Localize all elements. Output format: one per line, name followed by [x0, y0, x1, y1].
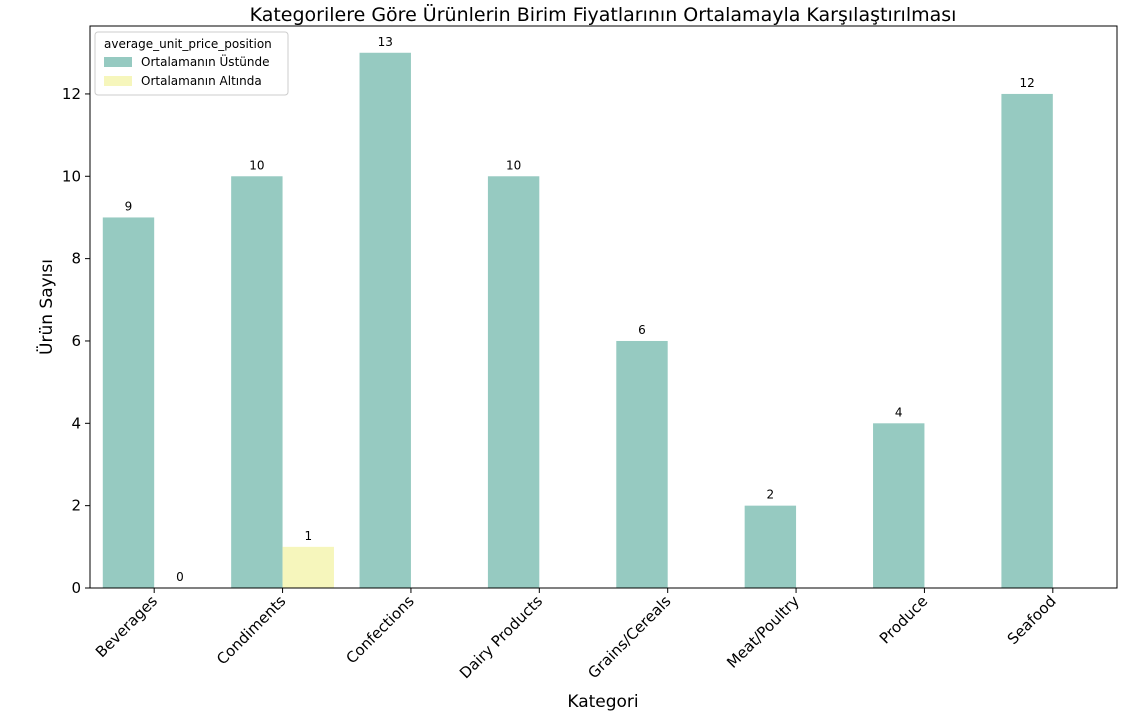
y-axis: 0 2 4 6 8 10 12 [62, 85, 90, 597]
x-tick-label-8: Seafood [1004, 592, 1060, 648]
x-tick-label-7: Produce [876, 592, 931, 647]
bar-1-5 [616, 340, 668, 588]
y-axis-label: Ürün Sayısı [35, 259, 57, 355]
data-labels-layer: 9 0 10 1 13 10 6 2 4 12 [125, 35, 1035, 584]
plot-frame [89, 25, 1118, 589]
legend-label-2: Ortalamanın Altında [141, 74, 262, 88]
x-axis-label: Kategori [567, 692, 638, 712]
x-tick-label-2: Condiments [213, 592, 289, 668]
data-label-1-6: 2 [767, 488, 775, 502]
x-tick-label-6: Meat/Poultry [723, 592, 803, 672]
bar-1-3 [359, 52, 411, 589]
bar-1-1 [102, 217, 155, 588]
bar-1-4 [487, 176, 540, 588]
y-tick-label-1: 0 [71, 579, 81, 597]
legend-swatch-1 [104, 57, 132, 67]
y-tick-label-2: 2 [71, 497, 81, 515]
y-tick-label-5: 8 [71, 250, 81, 268]
y-tick-label-6: 10 [62, 167, 81, 185]
y-tick-label-7: 12 [62, 85, 81, 103]
bar-1-6 [744, 505, 797, 588]
x-tick-label-4: Dairy Products [456, 592, 546, 682]
legend-swatch-2 [104, 76, 132, 86]
bar-1-2 [231, 176, 283, 588]
data-label-1-1: 9 [125, 199, 133, 213]
bar-1-8 [1001, 93, 1053, 588]
data-label-1-2: 10 [249, 158, 264, 172]
x-tick-label-1: Beverages [92, 592, 161, 661]
x-tick-label-3: Confections [342, 592, 417, 667]
data-label-2-2: 1 [304, 529, 312, 543]
data-label-1-4: 10 [506, 158, 521, 172]
chart-title: Kategorilere Göre Ürünlerin Birim Fiyatl… [250, 3, 957, 26]
data-label-1-8: 12 [1019, 76, 1034, 90]
data-label-1-3: 13 [378, 35, 393, 49]
data-label-2-1: 0 [176, 570, 184, 584]
legend: average_unit_price_position Ortalamanın … [94, 31, 289, 96]
legend-title: average_unit_price_position [104, 37, 272, 51]
data-label-1-5: 6 [638, 323, 646, 337]
y-tick-label-4: 6 [71, 332, 81, 350]
bar-2-2 [282, 546, 334, 588]
x-axis: Beverages Condiments Confections Dairy Prod… [92, 588, 1060, 682]
bar-1-7 [873, 423, 925, 588]
data-label-1-7: 4 [895, 405, 903, 419]
y-tick-label-3: 4 [71, 414, 81, 432]
legend-entries: Ortalamanın Üstünde Ortalamanın Altında [104, 53, 269, 88]
x-tick-label-5: Grains/Cereals [584, 592, 674, 682]
legend-box [94, 31, 289, 96]
legend-label-1: Ortalamanın Üstünde [141, 53, 269, 69]
bars-layer [102, 52, 1053, 589]
